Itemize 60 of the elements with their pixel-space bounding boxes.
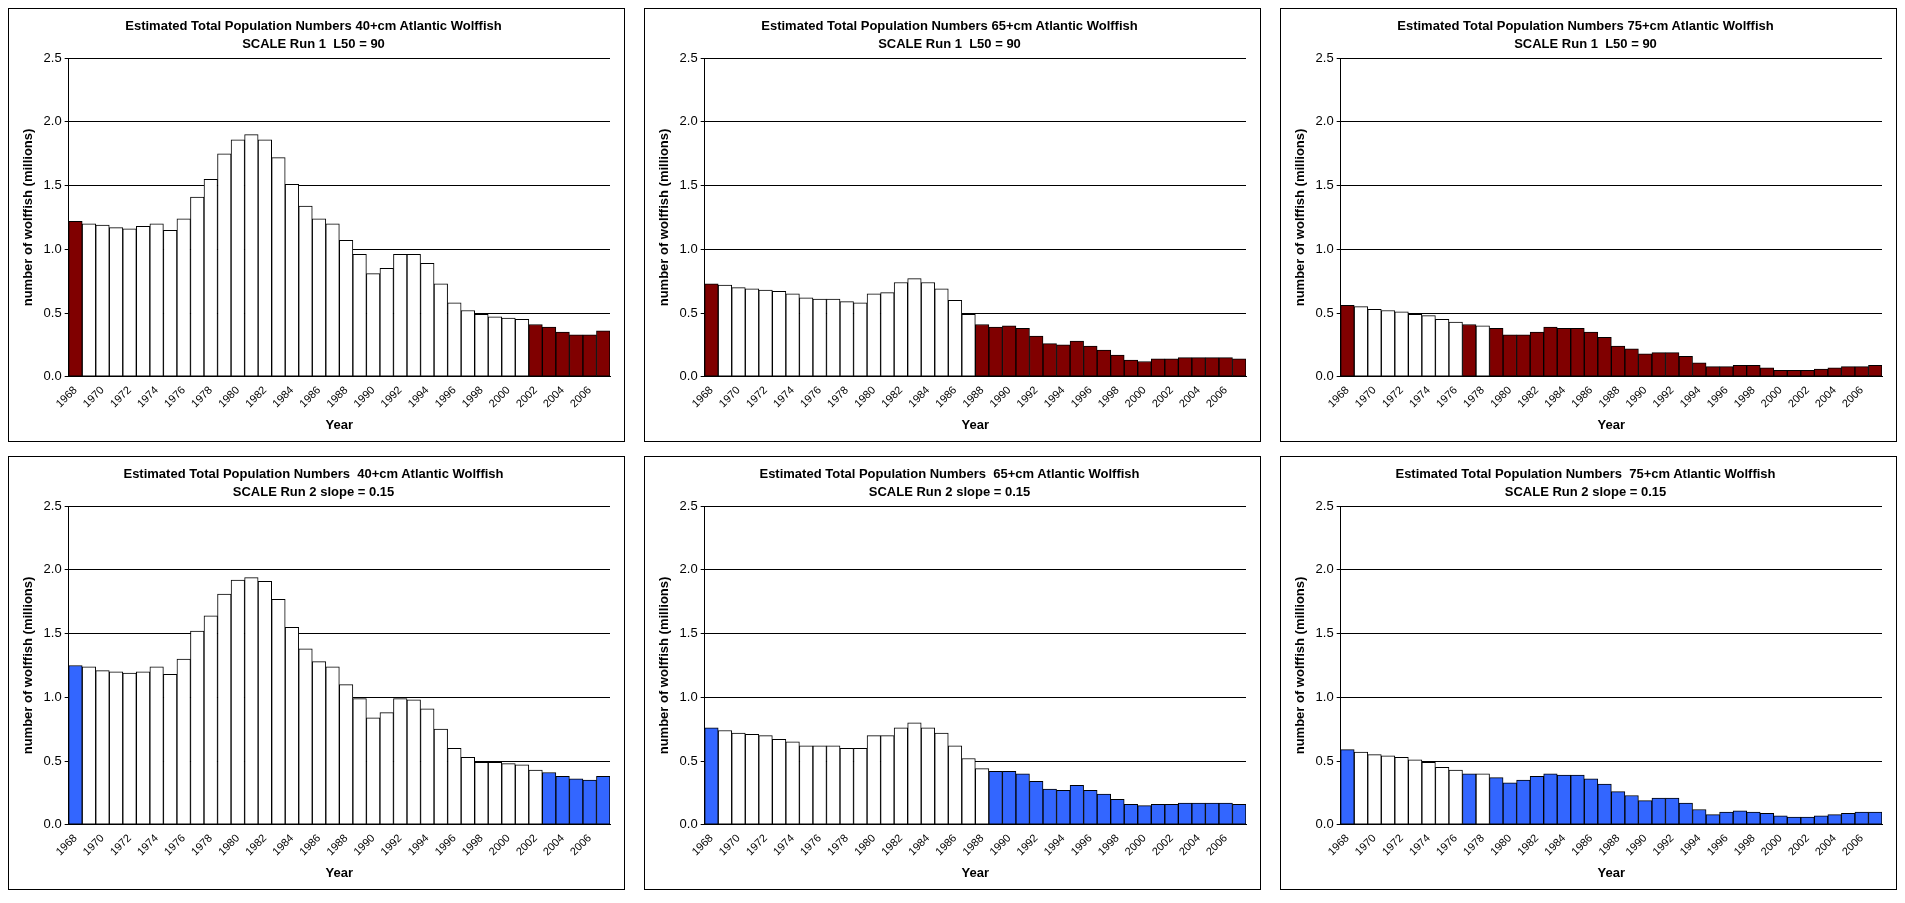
x-axis-title: Year bbox=[1597, 416, 1626, 432]
y-tick-label: 2.0 bbox=[1315, 561, 1334, 577]
y-tick-label: 2.0 bbox=[1315, 113, 1334, 129]
y-tick-label: 1.5 bbox=[43, 177, 62, 193]
y-tick-label: 1.0 bbox=[1315, 240, 1334, 256]
y-tick-label: 1.0 bbox=[679, 240, 698, 256]
y-axis-title: number of wolffish (millions) bbox=[1292, 128, 1308, 307]
chart-subtitle: SCALE Run 1 L50 = 90 bbox=[878, 35, 1021, 51]
y-tick-label: 0.0 bbox=[43, 816, 62, 832]
y-tick-label: 2.0 bbox=[679, 561, 698, 577]
chart-subtitle: SCALE Run 1 L50 = 90 bbox=[1514, 35, 1657, 51]
y-tick-label: 0.5 bbox=[43, 752, 62, 768]
y-tick-label: 1.5 bbox=[1315, 625, 1334, 641]
y-tick-label: 1.0 bbox=[679, 688, 698, 704]
y-tick-label: 2.5 bbox=[679, 497, 698, 513]
y-tick-label: 0.0 bbox=[1315, 816, 1334, 832]
y-axis-title: number of wolffish (millions) bbox=[20, 128, 36, 307]
y-tick-label: 0.5 bbox=[43, 304, 62, 320]
y-tick-label: 2.0 bbox=[43, 113, 62, 129]
y-tick-label: 2.0 bbox=[43, 561, 62, 577]
y-tick-label: 2.5 bbox=[43, 497, 62, 513]
chart-title: Estimated Total Population Numbers 75+cm Atlantic Wolffish bbox=[1397, 18, 1774, 34]
y-tick-label: 1.5 bbox=[1315, 177, 1334, 193]
y-tick-label: 2.5 bbox=[1315, 497, 1334, 513]
y-tick-label: 1.0 bbox=[43, 240, 62, 256]
chart-subtitle: SCALE Run 2 slope = 0.15 bbox=[868, 483, 1031, 499]
y-tick-label: 0.5 bbox=[1315, 752, 1334, 768]
chart-title: Estimated Total Population Numbers 75+cm Atlantic Wolffish bbox=[1395, 466, 1776, 482]
y-tick-label: 1.0 bbox=[1315, 688, 1334, 704]
x-axis-title: Year bbox=[961, 864, 990, 880]
y-tick-label: 0.5 bbox=[1315, 304, 1334, 320]
y-axis-title: number of wolffish (millions) bbox=[656, 576, 672, 755]
y-tick-label: 1.5 bbox=[679, 625, 698, 641]
y-tick-label: 2.0 bbox=[679, 113, 698, 129]
y-tick-label: 0.5 bbox=[679, 752, 698, 768]
y-tick-label: 2.5 bbox=[679, 49, 698, 65]
y-tick-label: 0.0 bbox=[1315, 368, 1334, 384]
chart-title: Estimated Total Population Numbers 40+cm Atlantic Wolffish bbox=[123, 466, 504, 482]
y-tick-label: 1.5 bbox=[43, 625, 62, 641]
x-axis-title: Year bbox=[1597, 864, 1626, 880]
y-axis-title: number of wolffish (millions) bbox=[20, 576, 36, 755]
y-axis-title: number of wolffish (millions) bbox=[1292, 576, 1308, 755]
y-tick-label: 0.0 bbox=[679, 816, 698, 832]
y-tick-label: 0.0 bbox=[43, 368, 62, 384]
chart-title: Estimated Total Population Numbers 40+cm Atlantic Wolffish bbox=[125, 18, 502, 34]
x-axis-title: Year bbox=[325, 864, 354, 880]
chart-title: Estimated Total Population Numbers 65+cm Atlantic Wolffish bbox=[759, 466, 1140, 482]
y-tick-label: 2.5 bbox=[1315, 49, 1334, 65]
y-tick-label: 2.5 bbox=[43, 49, 62, 65]
y-tick-label: 0.5 bbox=[679, 304, 698, 320]
y-tick-label: 1.0 bbox=[43, 688, 62, 704]
x-axis-title: Year bbox=[325, 416, 354, 432]
y-tick-label: 0.0 bbox=[679, 368, 698, 384]
chart-title: Estimated Total Population Numbers 65+cm Atlantic Wolffish bbox=[761, 18, 1138, 34]
x-axis-title: Year bbox=[961, 416, 990, 432]
chart-subtitle: SCALE Run 2 slope = 0.15 bbox=[232, 483, 395, 499]
y-axis-title: number of wolffish (millions) bbox=[656, 128, 672, 307]
chart-subtitle: SCALE Run 1 L50 = 90 bbox=[242, 35, 385, 51]
y-tick-label: 1.5 bbox=[679, 177, 698, 193]
chart-subtitle: SCALE Run 2 slope = 0.15 bbox=[1504, 483, 1667, 499]
